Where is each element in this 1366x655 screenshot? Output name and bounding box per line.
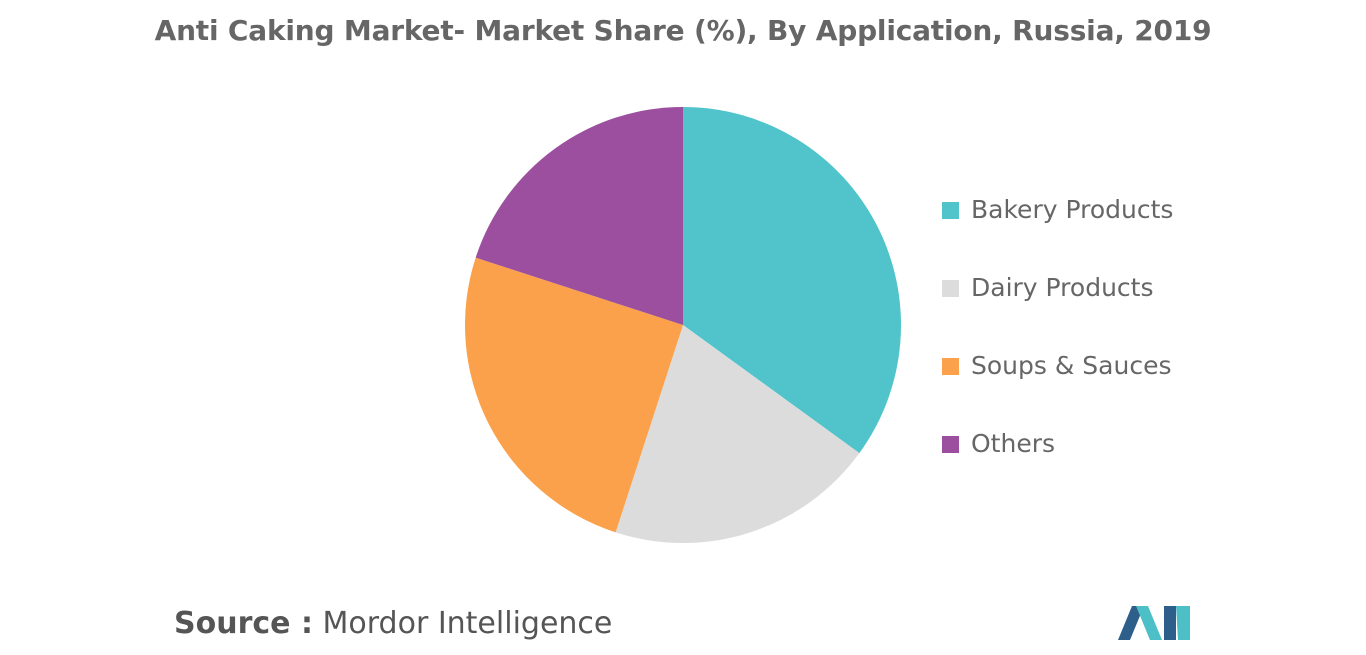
legend-label: Soups & Sauces — [971, 351, 1172, 380]
pie-slice-dairy-products — [615, 325, 860, 543]
legend-item: Bakery Products — [942, 188, 1173, 266]
logo-left-stroke — [1118, 606, 1144, 640]
mordor-intelligence-logo-icon — [1118, 606, 1190, 640]
pie-slice-others — [475, 107, 683, 325]
legend-label: Bakery Products — [971, 195, 1174, 224]
legend-swatch — [942, 358, 959, 375]
logo-middle-stroke — [1136, 606, 1162, 640]
legend-swatch — [942, 202, 959, 219]
legend-item: Others — [942, 422, 1173, 500]
chart-title: Anti Caking Market- Market Share (%), By… — [154, 14, 1212, 47]
legend-label: Dairy Products — [971, 273, 1154, 302]
source-prefix: Source : — [174, 606, 313, 641]
pie-slice-bakery-products — [683, 107, 902, 454]
legend-label: Others — [971, 429, 1056, 458]
legend-item: Dairy Products — [942, 266, 1173, 344]
legend-item: Soups & Sauces — [942, 344, 1173, 422]
chart-legend: Bakery Products Dairy Products Soups & Sau… — [942, 188, 1173, 500]
source-note: Source : Mordor Intelligence — [174, 606, 612, 641]
pie-slice-soups-sauces — [465, 257, 683, 533]
legend-swatch — [942, 436, 959, 453]
source-name: Mordor Intelligence — [322, 606, 613, 641]
legend-swatch — [942, 280, 959, 297]
logo-right-accent — [1176, 606, 1190, 640]
logo-right-stroke — [1164, 606, 1176, 640]
